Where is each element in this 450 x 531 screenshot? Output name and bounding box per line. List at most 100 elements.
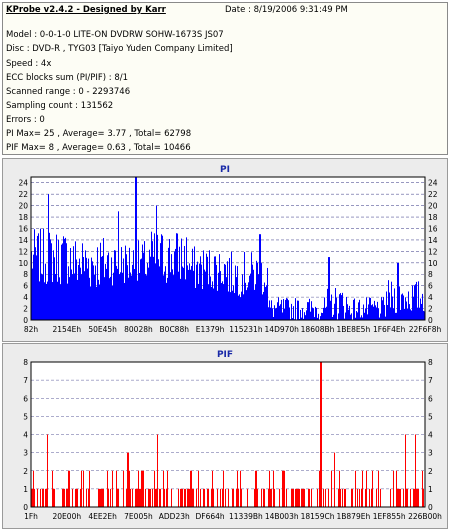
- bar: [86, 489, 87, 507]
- x-tick-label: 11339Bh: [229, 512, 263, 521]
- bar: [386, 292, 387, 320]
- bar: [283, 299, 284, 320]
- bar: [247, 489, 248, 507]
- bar: [133, 250, 134, 320]
- bar: [361, 315, 362, 320]
- bar: [292, 489, 293, 507]
- bar: [405, 435, 406, 508]
- bar: [331, 471, 332, 507]
- bar: [238, 489, 239, 507]
- bar: [137, 281, 138, 320]
- bar: [359, 300, 360, 320]
- bar: [234, 293, 235, 320]
- bar: [208, 284, 209, 320]
- bar: [366, 471, 367, 507]
- bar: [342, 293, 343, 320]
- bar: [93, 265, 94, 320]
- bar: [203, 250, 204, 320]
- bar: [279, 489, 280, 507]
- bar: [365, 489, 366, 507]
- bar: [293, 489, 294, 507]
- bar: [339, 294, 340, 320]
- bar: [338, 489, 339, 507]
- bar: [251, 252, 252, 320]
- bar: [40, 229, 41, 320]
- bar: [231, 252, 232, 320]
- bar: [189, 263, 190, 320]
- bar: [210, 277, 211, 320]
- bar: [75, 241, 76, 320]
- bar: [176, 233, 177, 320]
- bar: [61, 245, 62, 320]
- bar: [198, 471, 199, 507]
- bar: [138, 240, 139, 320]
- bar: [264, 489, 265, 507]
- bar: [182, 489, 183, 507]
- bar: [63, 489, 64, 507]
- bar: [128, 278, 129, 320]
- bar: [345, 489, 346, 507]
- bar: [301, 489, 302, 507]
- bar: [270, 489, 271, 507]
- bar: [87, 269, 88, 320]
- x-tick-label: 115231h: [229, 325, 263, 334]
- bar: [228, 489, 229, 507]
- bar: [110, 489, 111, 507]
- bar: [271, 300, 272, 320]
- bar: [417, 489, 418, 507]
- bar: [230, 292, 231, 320]
- bar: [333, 315, 334, 320]
- bar: [86, 258, 87, 320]
- bar: [129, 248, 130, 320]
- bar: [183, 268, 184, 320]
- bar: [193, 271, 194, 320]
- bar: [304, 312, 305, 320]
- bar: [403, 489, 404, 507]
- bar: [164, 272, 165, 320]
- bar: [406, 302, 407, 320]
- bar: [371, 489, 372, 507]
- y-tick-label-left: 16: [18, 224, 28, 233]
- bar: [154, 233, 155, 320]
- bar: [80, 489, 81, 507]
- bar: [283, 471, 284, 507]
- bar: [278, 297, 279, 320]
- y-tick-label-left: 8: [23, 270, 28, 279]
- bar: [236, 489, 237, 507]
- bar: [316, 308, 317, 320]
- y-tick-label-right: 18: [428, 213, 438, 222]
- bar: [65, 238, 66, 320]
- y-tick-label-left: 24: [18, 179, 28, 188]
- info-errors: Errors : 0: [6, 115, 45, 125]
- bar: [237, 266, 238, 320]
- bar: [331, 295, 332, 320]
- bar: [40, 489, 41, 507]
- bar: [34, 489, 35, 507]
- bar: [66, 489, 67, 507]
- bar: [272, 308, 273, 320]
- bar: [112, 471, 113, 507]
- bar: [399, 489, 400, 507]
- bar: [325, 308, 326, 320]
- bar: [170, 272, 171, 320]
- bar: [232, 489, 233, 507]
- bar: [167, 278, 168, 320]
- x-tick-label: ADD23h: [159, 512, 190, 521]
- bar: [296, 489, 297, 507]
- chart-title: PIF: [217, 350, 233, 360]
- bar: [111, 257, 112, 320]
- bar: [73, 246, 74, 320]
- bar: [297, 489, 298, 507]
- bar: [157, 235, 158, 320]
- bar: [208, 489, 209, 507]
- bar: [407, 309, 408, 320]
- bar: [83, 257, 84, 320]
- bar: [361, 489, 362, 507]
- bar: [123, 471, 124, 507]
- bar: [397, 263, 398, 320]
- bar: [107, 255, 108, 320]
- bar: [101, 257, 102, 320]
- bar: [321, 362, 322, 507]
- bar: [274, 305, 275, 320]
